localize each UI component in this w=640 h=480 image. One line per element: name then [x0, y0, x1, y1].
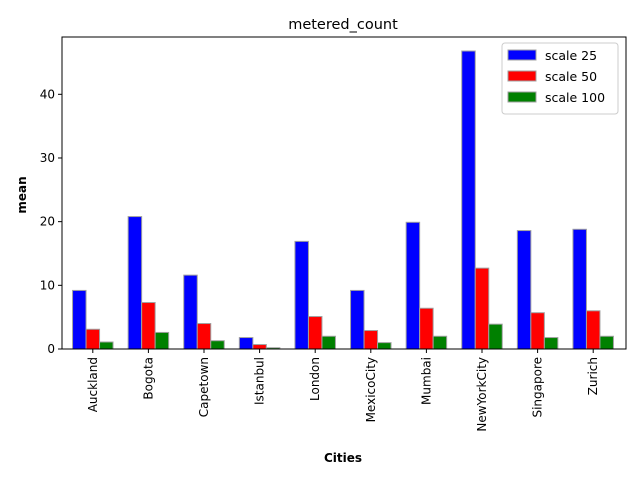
x-tick-label-capetown: Capetown [197, 357, 211, 417]
bar-mumbai-series-3 [432, 335, 448, 350]
bar-mexicocity-series-1 [350, 289, 365, 350]
legend-label-series-3: scale 100 [545, 90, 605, 105]
bar-mumbai-series-1 [405, 221, 421, 350]
bar-singapore-series-2 [530, 312, 545, 350]
y-axis-title: mean [15, 176, 29, 213]
y-tick-label: 0 [47, 342, 55, 356]
legend-label-series-1: scale 25 [545, 48, 597, 63]
bar-singapore-series-1 [516, 230, 532, 350]
bar-zurich-series-2 [585, 310, 601, 350]
x-tick-label-mexicocity: MexicoCity [364, 357, 378, 422]
legend-swatch-series-3 [507, 91, 537, 103]
bar-zurich-series-1 [572, 228, 587, 350]
bar-bogota-series-2 [141, 302, 156, 350]
axes-frame [61, 36, 627, 350]
bar-capetown-series-3 [210, 340, 225, 350]
x-tick-label-singapore: Singapore [531, 357, 545, 418]
bar-mumbai-series-2 [419, 307, 434, 350]
x-tick-label-mumbai: Mumbai [419, 357, 433, 405]
bar-zurich-series-3 [599, 335, 614, 350]
bar-bogota-series-3 [154, 331, 170, 350]
bar-istanbul-series-2 [252, 344, 267, 350]
x-tick-label-zurich: Zurich [586, 357, 600, 395]
x-tick-label-auckland: Auckland [86, 357, 100, 412]
bar-newyorkcity-series-2 [474, 267, 490, 350]
bar-auckland-series-1 [72, 289, 87, 350]
bar-mexicocity-series-3 [377, 342, 392, 350]
y-tick-label: 20 [40, 215, 55, 229]
x-axis-title: Cities [324, 451, 362, 465]
legend: scale 25 scale 50 scale 100 [501, 42, 619, 115]
y-tick-label: 40 [40, 87, 55, 101]
bar-mexicocity-series-2 [363, 330, 379, 350]
bar-istanbul-series-1 [238, 337, 254, 350]
bar-london-series-1 [294, 240, 309, 350]
bar-london-series-3 [321, 335, 336, 350]
bar-london-series-2 [307, 316, 323, 350]
bar-capetown-series-2 [196, 323, 212, 350]
x-tick-label-newyorkcity: NewYorkCity [475, 357, 489, 432]
legend-label-series-2: scale 50 [545, 69, 597, 84]
x-tick-label-bogota: Bogota [141, 357, 155, 400]
chart-title: metered_count [288, 17, 398, 33]
legend-swatch-series-1 [507, 49, 537, 61]
bar-auckland-series-3 [99, 341, 114, 350]
legend-swatch-series-2 [507, 70, 537, 82]
x-tick-label-istanbul: Istanbul [253, 357, 267, 405]
plot-area: 0 10 20 30 40 Auckland Bogota Capetown Istanbul L… [40, 36, 627, 432]
bar-capetown-series-1 [183, 274, 198, 350]
x-tick-label-london: London [308, 357, 322, 401]
y-tick-label: 10 [40, 278, 55, 292]
y-tick-label: 30 [40, 151, 55, 165]
bar-singapore-series-3 [543, 337, 559, 350]
bar-newyorkcity-series-3 [488, 323, 503, 350]
bar-auckland-series-2 [85, 328, 101, 350]
bar-newyorkcity-series-1 [461, 50, 476, 350]
bar-bogota-series-1 [127, 216, 143, 350]
